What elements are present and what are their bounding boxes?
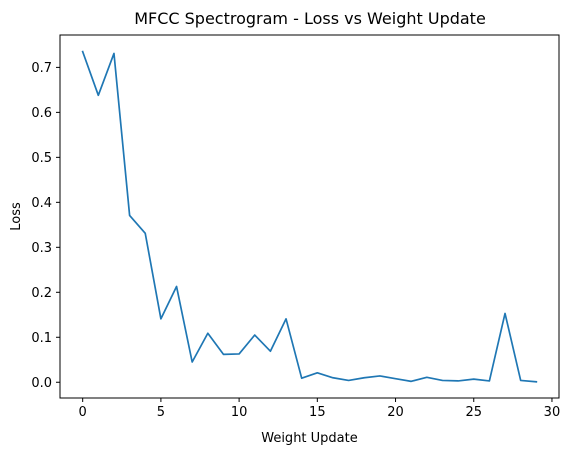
series-layer: [81, 50, 538, 383]
x-tick-label: 30: [544, 405, 561, 420]
x-tick-label: 0: [79, 405, 87, 420]
y-tick-label: 0.3: [31, 241, 52, 256]
y-tick-label: 0.0: [31, 376, 52, 391]
y-tick-label: 0.5: [31, 151, 52, 166]
y-axis-ticks: 0.0 0.1 0.2 0.3 0.4 0.5 0.6 0.7: [31, 61, 60, 391]
y-axis-label: Loss: [9, 202, 24, 231]
y-tick-label: 0.4: [31, 196, 52, 211]
x-tick-label: 15: [309, 405, 326, 420]
x-tick-label: 5: [157, 405, 165, 420]
x-tick-label: 10: [231, 405, 248, 420]
y-tick-label: 0.2: [31, 286, 52, 301]
y-tick-label: 0.1: [31, 331, 52, 346]
x-tick-label: 25: [465, 405, 482, 420]
y-tick-label: 0.7: [31, 61, 52, 76]
x-axis-label: Weight Update: [261, 431, 358, 446]
y-tick-label: 0.6: [31, 106, 52, 121]
x-axis-ticks: 0 5 10 15 20 25 30: [79, 398, 561, 420]
plot-frame: [59, 34, 560, 399]
x-tick-label: 20: [387, 405, 404, 420]
chart-title: MFCC Spectrogram - Loss vs Weight Update: [134, 9, 486, 28]
loss-series-line: [81, 50, 538, 383]
